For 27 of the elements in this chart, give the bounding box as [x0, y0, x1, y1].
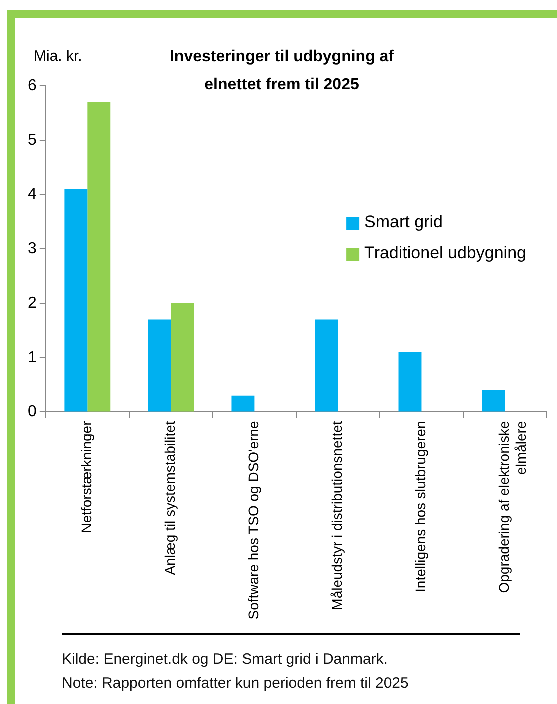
y-tick-label: 3	[28, 240, 37, 258]
x-tick-label: Intelligens hos slutbrugeren	[412, 421, 429, 592]
bar	[64, 189, 88, 412]
x-tick-label: Software hos TSO og DSO'erne	[246, 421, 262, 620]
y-tick-label: 1	[28, 349, 37, 366]
bar	[148, 320, 172, 412]
y-tick-label: 6	[28, 77, 37, 94]
y-tick-label: 0	[28, 404, 37, 421]
y-axis-title: Mia. kr.	[34, 48, 82, 66]
bar	[398, 352, 422, 412]
y-tick-label: 4	[28, 186, 37, 204]
bar	[232, 396, 255, 412]
text: Note: Rapporten omfatter kun perioden frem til 2025	[62, 674, 409, 694]
y-tick-label: 2	[28, 294, 37, 312]
bar	[482, 390, 506, 412]
bar	[171, 303, 194, 412]
legend-label: Smart grid	[364, 212, 443, 232]
chart-title: Investeringer til udbygning af elnettet frem til 2025	[170, 48, 395, 94]
legend-label: Traditionel udbygning	[364, 244, 526, 263]
x-tick-label: Netforstærkninger	[78, 420, 95, 534]
text: Kilde: Energinet.dk og DE: Smart grid i Danmark.	[62, 650, 389, 670]
y-tick-label: 5	[28, 132, 37, 149]
bar	[88, 102, 111, 412]
x-tick-label: Opgradering af elektroniske elmålere	[496, 421, 529, 594]
x-tick-label: Måleudstyr i distributionsnettet	[329, 421, 346, 610]
x-tick-label: Anlæg til systemstabilitet	[162, 421, 178, 576]
bar	[315, 320, 338, 412]
